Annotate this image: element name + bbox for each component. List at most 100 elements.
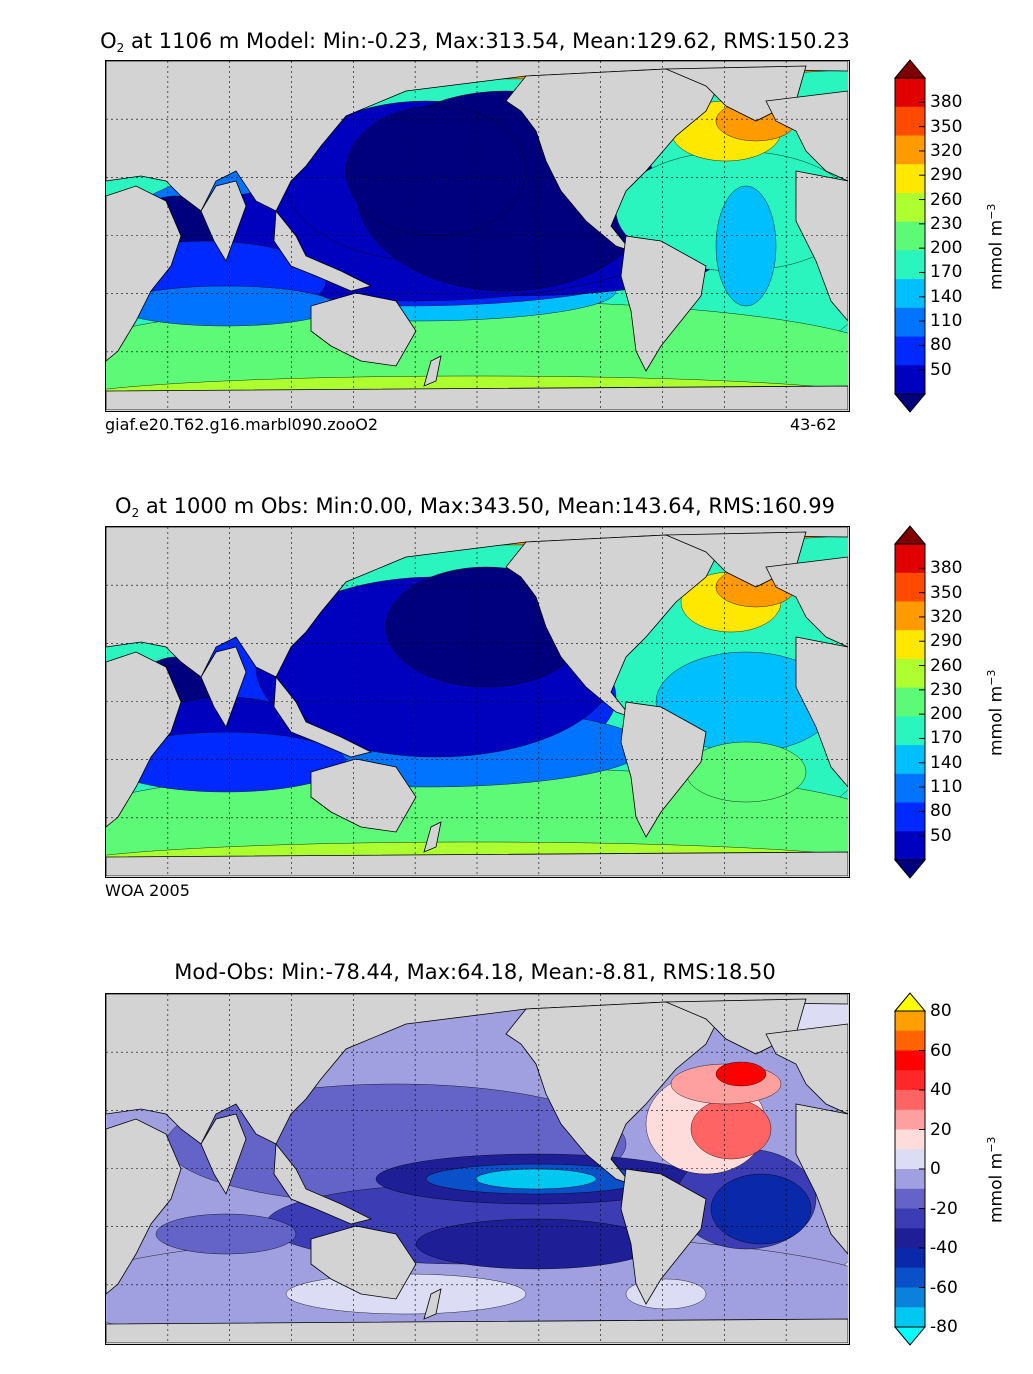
colorbar-unit-diff: mmol m−3: [985, 1136, 1007, 1223]
colorbar-model-swatch: [895, 336, 925, 366]
land-mass: [273, 675, 373, 758]
contour-region: [690, 1098, 772, 1160]
land-mass: [200, 646, 247, 728]
colorbar-diff-swatch: [895, 1090, 925, 1111]
colorbar-model-swatch: [895, 250, 925, 280]
colorbar-diff-swatch: [895, 1188, 925, 1209]
colorbar-diff: [893, 992, 927, 1346]
colorbar-obs-tick-label: 320: [930, 606, 963, 627]
colorbar-diff-swatch: [895, 1011, 925, 1032]
colorbar-model-tick-label: 170: [930, 262, 963, 283]
land-mass: [765, 90, 848, 182]
colorbar-diff-swatch: [895, 1030, 925, 1051]
map-model: [105, 60, 850, 412]
colorbar-diff-swatch: [895, 1248, 925, 1269]
colorbar-model-swatch: [895, 78, 925, 108]
map-obs-plot: [106, 527, 848, 876]
colorbar-model-extend-min: [893, 393, 927, 413]
colorbar-model-tick-label: 200: [930, 238, 963, 259]
map-diff: [105, 993, 850, 1345]
colorbar-obs-swatch: [895, 716, 925, 746]
graticule: [106, 994, 848, 1343]
colorbar-obs-swatch: [895, 601, 925, 631]
colorbar-diff-tick-label: -80: [930, 1317, 958, 1337]
contour-region: [715, 1061, 767, 1087]
colorbar-diff-tick-label: 60: [930, 1040, 952, 1061]
colorbar-diff-tick-label: -60: [930, 1277, 958, 1298]
colorbar-model-tick-label: 80: [930, 335, 952, 356]
graticule: [106, 61, 848, 410]
land-mass: [765, 1023, 848, 1115]
colorbar-diff-extend-min: [893, 1326, 927, 1346]
colorbar-obs-tick-label: 290: [930, 631, 963, 652]
land-mass: [795, 1103, 848, 1255]
land-mass: [620, 701, 707, 838]
land-mass: [620, 235, 707, 372]
colorbar-diff-extend-max: [893, 992, 927, 1012]
colorbar-diff-swatch: [895, 1149, 925, 1170]
land-mass: [200, 1113, 247, 1195]
land-mass: [273, 1142, 373, 1225]
colorbar-unit-model: mmol m−3: [985, 203, 1007, 290]
colorbar-model-tick-label: 380: [930, 92, 963, 113]
land-mass: [106, 651, 182, 828]
colorbar-obs-tick-label: 140: [930, 752, 963, 773]
map-model-plot: [106, 61, 848, 410]
colorbar-obs-tick-label: 260: [930, 655, 963, 676]
colorbar-obs-tick-label: 170: [930, 728, 963, 749]
colorbar-model-tick-label: 140: [930, 286, 963, 307]
land-mass: [795, 170, 848, 322]
colorbar-diff-swatch: [895, 1050, 925, 1071]
colorbar-obs-extend-max: [893, 525, 927, 545]
colorbar-diff-swatch: [895, 1208, 925, 1229]
colorbar-obs: [893, 525, 927, 879]
colorbar-diff-tick-label: 20: [930, 1119, 952, 1140]
colorbar-diff-swatch: [895, 1070, 925, 1091]
colorbar-diff-tick-label: 80: [930, 1001, 952, 1021]
land-mass: [795, 636, 848, 788]
footer-left-obs: WOA 2005: [105, 881, 190, 900]
land-layer: [106, 527, 848, 876]
colorbar-model-tick-label: 350: [930, 116, 963, 137]
colorbar-model-swatch: [895, 279, 925, 309]
colorbar-diff-tick-label: -40: [930, 1238, 958, 1258]
land-mass: [620, 1168, 707, 1305]
colorbar-diff-swatch: [895, 1169, 925, 1190]
land-mass: [310, 758, 417, 833]
colorbar-obs-tick-label: 200: [930, 704, 963, 725]
panel-title-model: O2 at 1106 m Model: Min:-0.23, Max:313.5…: [100, 29, 850, 55]
land-mass: [310, 292, 417, 367]
land-mass: [423, 355, 442, 387]
colorbar-obs-tick-label: 230: [930, 679, 963, 700]
land-mass: [310, 1225, 417, 1300]
colorbar-model-extend-max: [893, 59, 927, 79]
colorbar-model-tick-label: 260: [930, 189, 963, 210]
colorbar-obs-tick-label: 80: [930, 801, 952, 822]
colorbar-obs-extend-min: [893, 859, 927, 879]
colorbar-obs-swatch: [895, 745, 925, 775]
colorbar-model-swatch: [895, 135, 925, 165]
graticule: [106, 527, 848, 876]
colorbar-obs-swatch: [895, 687, 925, 717]
contour-region: [475, 1168, 597, 1190]
colorbar-diff-tick-label: 40: [930, 1080, 952, 1100]
land-mass: [273, 209, 373, 292]
colorbar-obs-tick-label: 50: [930, 825, 952, 846]
colorbar-obs-swatch: [895, 658, 925, 689]
colorbar-model-tick-label: 230: [930, 213, 963, 234]
contour-region: [715, 185, 777, 307]
panel-title-diff: Mod-Obs: Min:-78.44, Max:64.18, Mean:-8.…: [174, 960, 776, 984]
colorbar-diff-swatch: [895, 1287, 925, 1308]
colorbar-obs-swatch: [895, 802, 925, 832]
land-mass: [765, 556, 848, 648]
colorbar-obs-tick-label: 110: [930, 777, 963, 798]
colorbar-diff-svg: [893, 992, 927, 1346]
map-obs: [105, 526, 850, 878]
colorbar-obs-swatch: [895, 630, 925, 660]
colorbar-obs-swatch: [895, 572, 925, 602]
colorbar-model-tick-label: 290: [930, 165, 963, 186]
colorbar-model-tick-label: 50: [930, 359, 952, 380]
colorbar-diff-swatch: [895, 1228, 925, 1249]
colorbar-model-swatch: [895, 164, 925, 194]
land-mass: [106, 185, 182, 362]
